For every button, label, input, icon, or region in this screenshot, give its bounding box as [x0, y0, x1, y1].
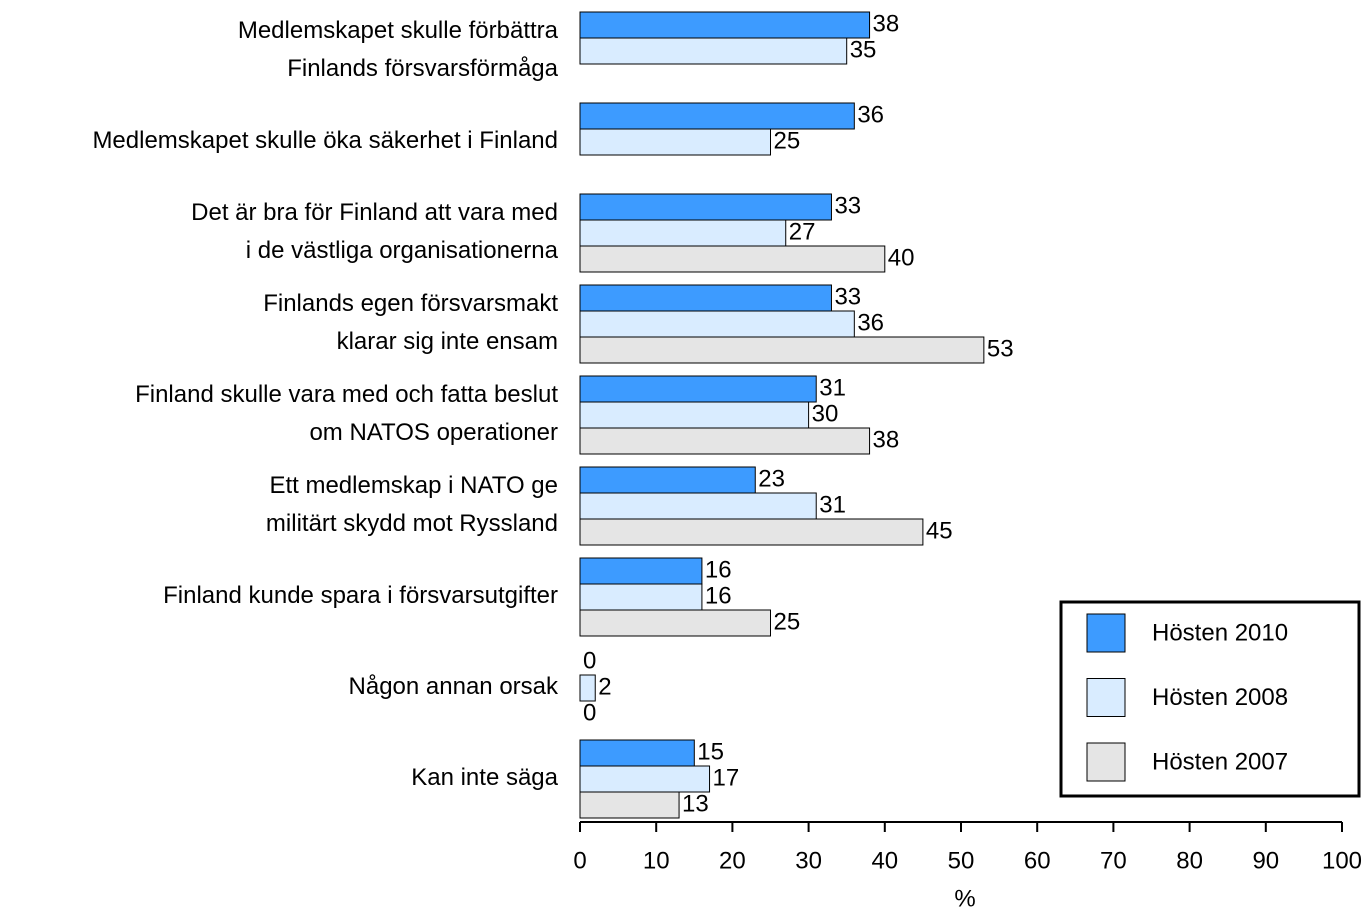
x-tick-label: 100 [1322, 847, 1362, 874]
legend-swatch [1086, 742, 1126, 782]
bar [579, 375, 817, 403]
x-tick-label: 70 [1100, 847, 1127, 874]
value-label: 25 [774, 608, 801, 635]
x-tick-label: 80 [1176, 847, 1203, 874]
category-label: Medlemskapet skulle öka säkerhet i Finla… [92, 127, 558, 154]
bar [579, 401, 810, 429]
bar [579, 245, 886, 273]
x-tick-label: 0 [573, 847, 586, 874]
bar [579, 609, 771, 637]
bar [579, 466, 756, 494]
bar [579, 284, 832, 312]
value-label: 35 [850, 36, 877, 63]
legend-label: Hösten 2010 [1152, 619, 1288, 646]
value-label: 31 [819, 491, 846, 518]
bar [579, 791, 680, 819]
category-label: Finland kunde spara i försvarsutgifter [163, 582, 558, 609]
value-label: 36 [857, 101, 884, 128]
value-label: 38 [873, 426, 900, 453]
bar [579, 193, 832, 221]
bar [579, 557, 703, 585]
category-label: Medlemskapet skulle förbättra Finlands fö… [238, 17, 559, 82]
value-label: 23 [758, 465, 785, 492]
value-label: 15 [697, 738, 724, 765]
category-label: Finlands egen försvarsmakt klarar sig int… [263, 290, 558, 355]
value-label: 36 [857, 309, 884, 336]
value-label: 31 [819, 374, 846, 401]
value-label: 0 [583, 647, 596, 674]
x-axis-label: % [954, 885, 975, 912]
bar [579, 492, 817, 520]
bar [579, 674, 596, 702]
bar [579, 336, 985, 364]
value-label: 16 [705, 582, 732, 609]
legend-swatch [1086, 613, 1126, 653]
x-tick-label: 20 [719, 847, 746, 874]
bar [579, 37, 848, 65]
bar [579, 427, 871, 455]
category-label: Ett medlemskap i NATO ge militärt skydd m… [266, 472, 558, 537]
x-tick-label: 90 [1252, 847, 1279, 874]
value-label: 27 [789, 218, 816, 245]
value-label: 40 [888, 244, 915, 271]
bar [579, 11, 871, 39]
bar [579, 219, 787, 247]
legend-label: Hösten 2007 [1152, 748, 1288, 775]
x-tick-label: 10 [643, 847, 670, 874]
value-label: 13 [682, 790, 709, 817]
bar [579, 310, 855, 338]
value-label: 25 [774, 127, 801, 154]
value-label: 33 [834, 192, 861, 219]
value-label: 53 [987, 335, 1014, 362]
legend-swatch [1086, 678, 1126, 717]
value-label: 45 [926, 517, 953, 544]
bar [579, 583, 703, 611]
value-label: 0 [583, 699, 596, 726]
bar [579, 102, 855, 130]
value-label: 2 [598, 673, 611, 700]
category-label: Kan inte säga [411, 764, 558, 791]
legend-label: Hösten 2008 [1152, 684, 1288, 711]
value-label: 33 [834, 283, 861, 310]
value-label: 16 [705, 556, 732, 583]
x-tick-label: 30 [795, 847, 822, 874]
x-tick-label: 50 [948, 847, 975, 874]
bar [579, 739, 695, 767]
bar [579, 518, 924, 546]
x-tick-label: 60 [1024, 847, 1051, 874]
category-label: Någon annan orsak [349, 673, 559, 700]
value-label: 30 [812, 400, 839, 427]
bar [579, 128, 771, 156]
value-label: 38 [873, 10, 900, 37]
bar [579, 765, 711, 793]
category-label: Finland skulle vara med och fatta beslut… [135, 381, 558, 446]
value-label: 17 [713, 764, 740, 791]
category-label: Det är bra för Finland att vara med i de … [191, 199, 558, 264]
x-tick-label: 40 [871, 847, 898, 874]
